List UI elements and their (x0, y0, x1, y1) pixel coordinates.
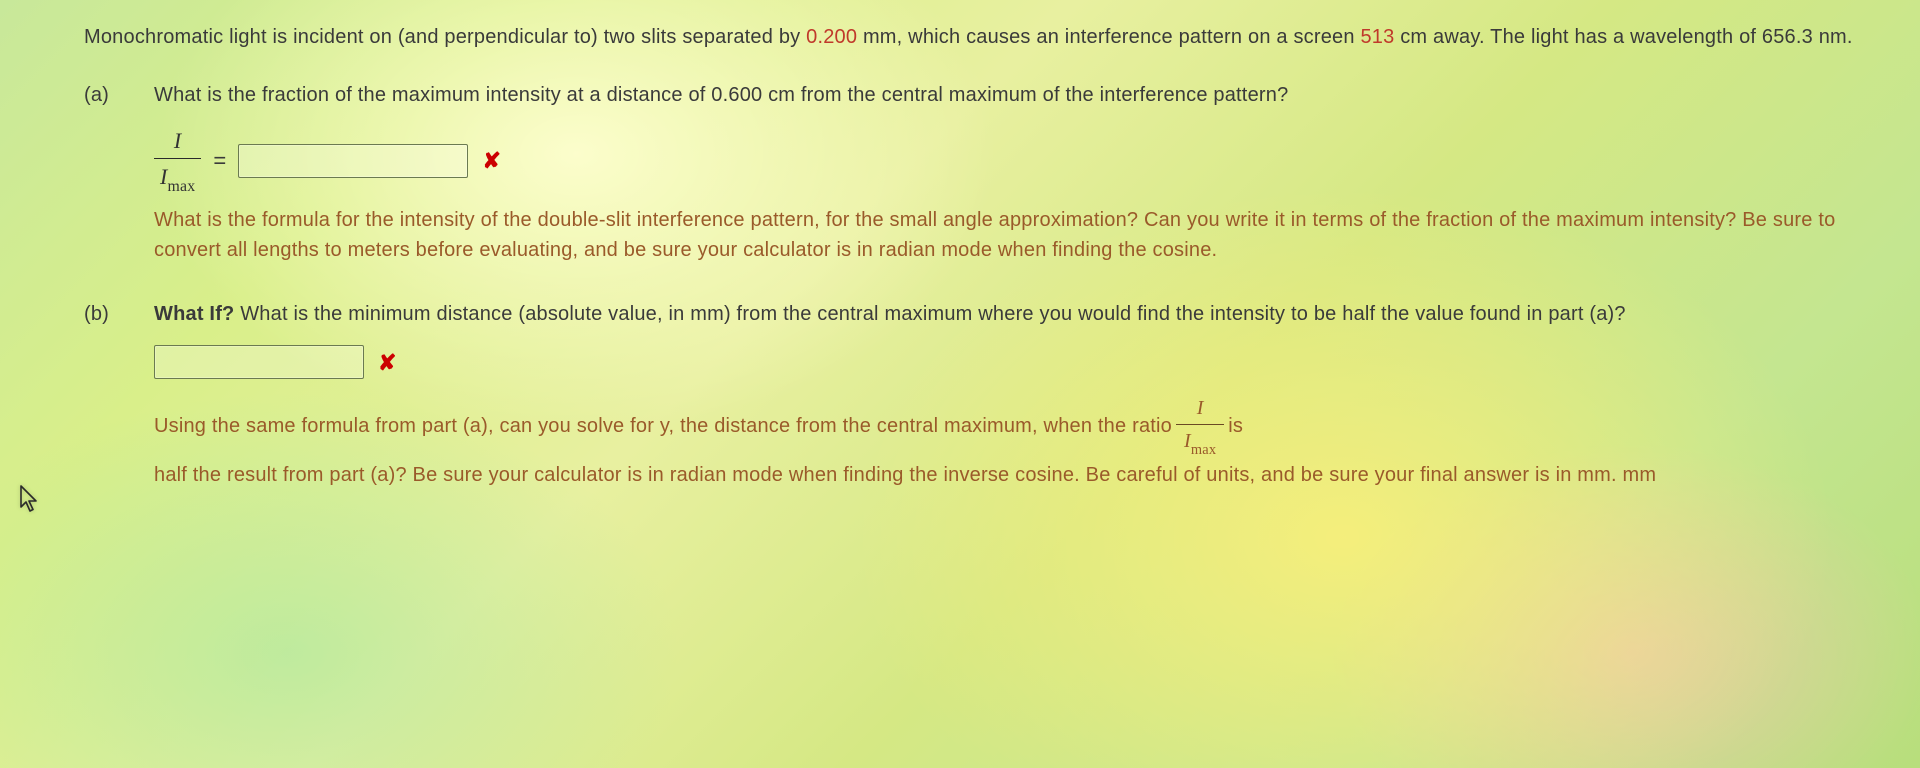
intro-text-1: Monochromatic light is incident on (and … (84, 26, 806, 48)
part-b-hint: Using the same formula from part (a), ca… (154, 393, 1890, 490)
value-slit-separation: 0.200 (806, 26, 857, 48)
what-if-label: What If? (154, 303, 234, 325)
part-a-answer-input[interactable] (238, 144, 468, 178)
intro-text-3: cm away. The light has a wavelength of 6… (1394, 26, 1852, 48)
part-b-answer-row: ✘ (154, 345, 1890, 379)
inline-intensity-fraction: I Imax (1176, 393, 1224, 460)
intensity-fraction-label: I Imax (154, 124, 201, 197)
question-content: Monochromatic light is incident on (and … (0, 0, 1920, 544)
part-a: (a) What is the fraction of the maximum … (84, 80, 1890, 265)
part-b-hint-pre: Using the same formula from part (a), ca… (154, 411, 1172, 441)
value-screen-distance: 513 (1360, 26, 1394, 48)
part-b-question-text: What is the minimum distance (absolute v… (234, 303, 1625, 325)
fraction-denominator: Imax (154, 159, 201, 197)
part-a-answer-row: I Imax = ✘ (154, 124, 1890, 197)
problem-intro: Monochromatic light is incident on (and … (84, 22, 1890, 52)
fraction-numerator: I (154, 124, 201, 159)
part-b-hint-post: is (1228, 411, 1243, 441)
part-b-answer-input[interactable] (154, 345, 364, 379)
intro-text-2: mm, which causes an interference pattern… (857, 26, 1360, 48)
part-a-hint: What is the formula for the intensity of… (154, 205, 1890, 265)
part-a-question: What is the fraction of the maximum inte… (154, 80, 1890, 110)
part-b-label: (b) (84, 299, 144, 329)
incorrect-icon: ✘ (378, 346, 397, 379)
part-b-hint-line2: half the result from part (a)? Be sure y… (154, 460, 1890, 490)
part-a-label: (a) (84, 80, 144, 110)
part-b: (b) What If? What is the minimum distanc… (84, 299, 1890, 490)
equals-sign: = (211, 144, 228, 177)
incorrect-icon: ✘ (482, 144, 501, 177)
part-b-question: What If? What is the minimum distance (a… (154, 299, 1890, 329)
